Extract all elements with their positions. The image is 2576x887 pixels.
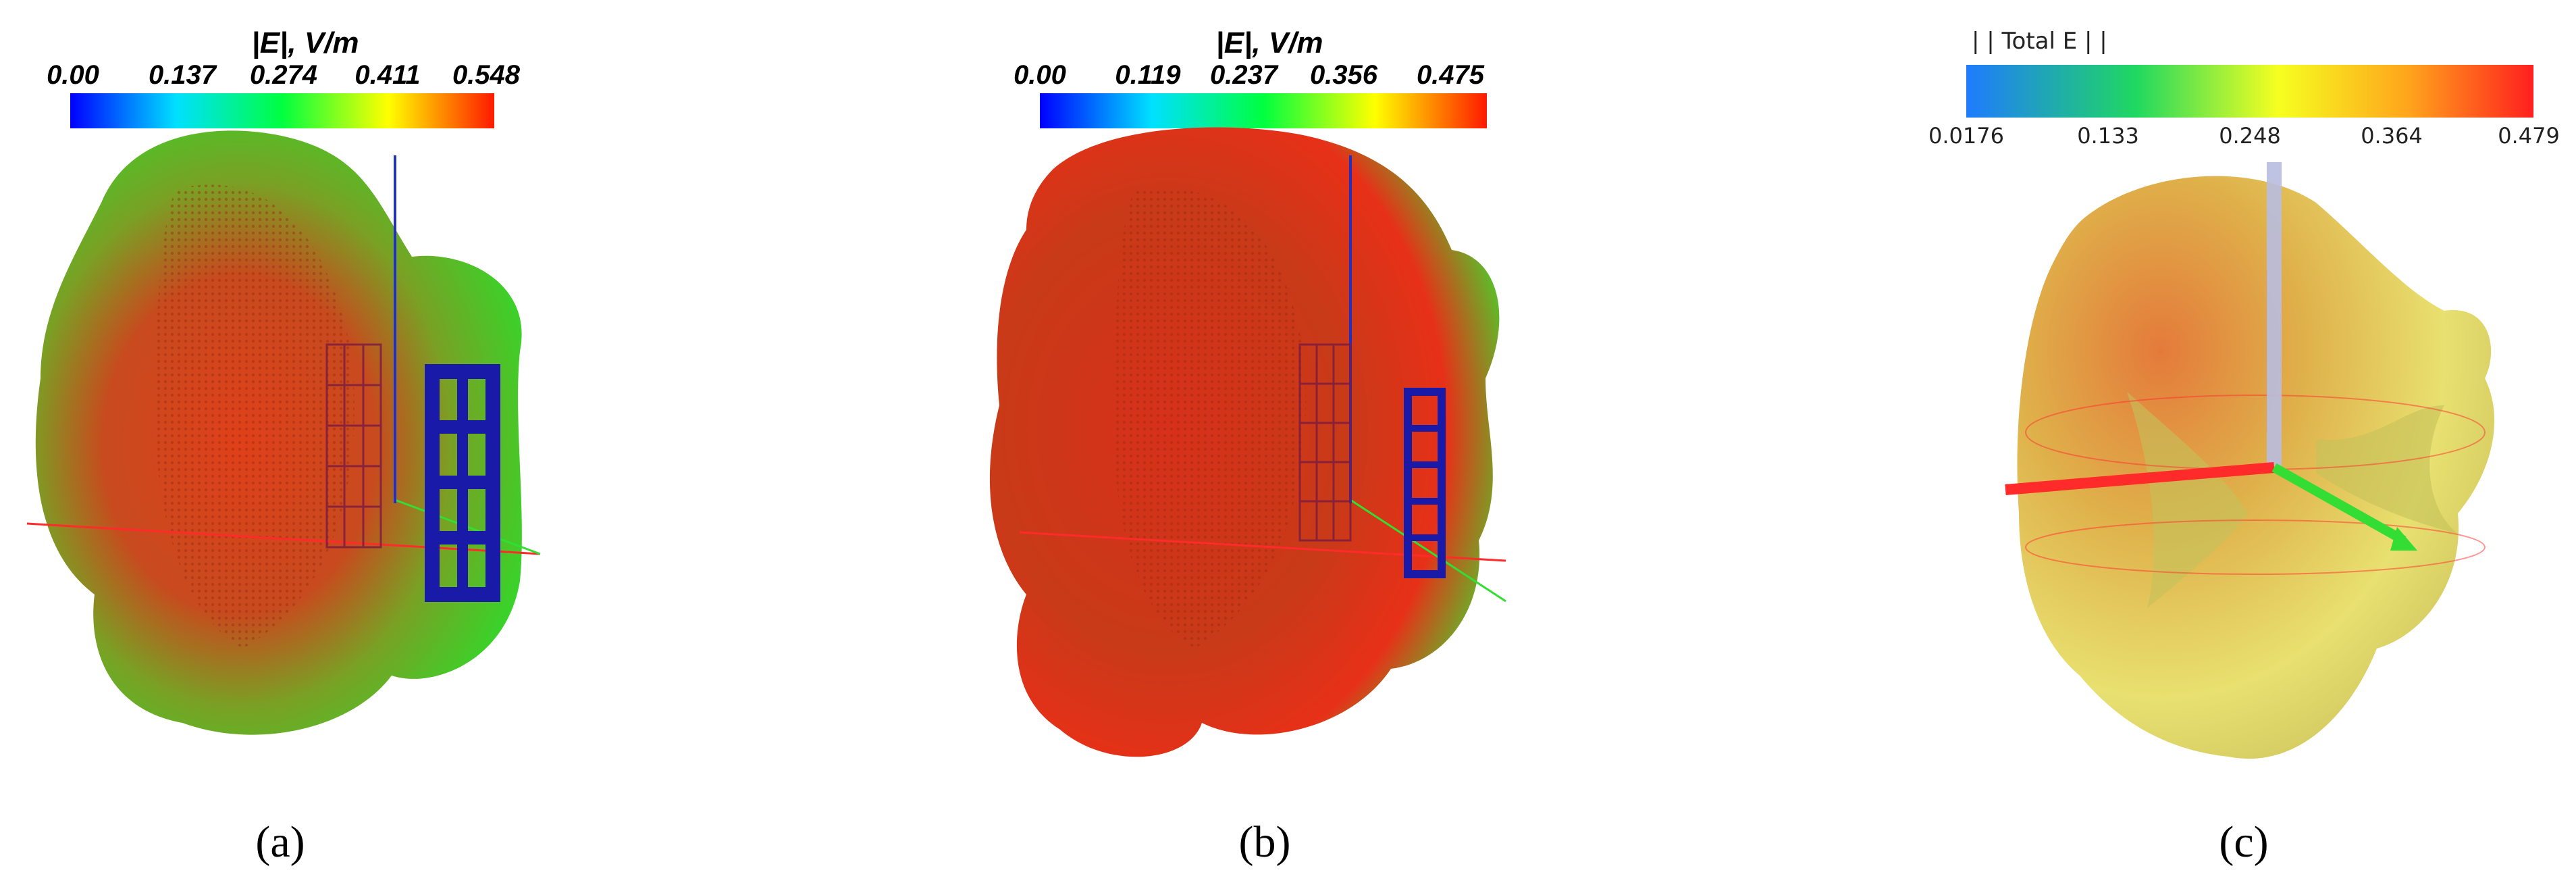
colorbar-tick-label: 0.274 [250,60,317,90]
colorbar-tick-label: 0.475 [1417,60,1485,90]
colorbar-tick-label: 0.479 [2498,123,2560,149]
colorbar-tick-label: 0.356 [1310,60,1378,90]
pattern-null-c [2316,405,2458,534]
panel-label-a: (a) [255,817,305,867]
antenna-array-a [425,364,500,602]
feed-grid-a [325,343,382,549]
antenna-array-b [1404,388,1446,578]
colorbar-ticks-c: 0.0176 0.133 0.248 0.364 0.479 [1928,123,2560,149]
y-axis-arrow-c [2390,527,2417,551]
colorbar-tick-label: 0.119 [1115,60,1181,90]
colorbar-ticks-a: 0.00 0.137 0.274 0.411 0.548 [47,60,521,90]
colorbar-tick-label: 0.248 [2219,123,2281,149]
x-axis-c [2005,462,2275,495]
pattern-null-c [2127,392,2249,608]
colorbar-c [1966,65,2533,118]
colorbar-tick-label: 0.0176 [1928,123,2004,149]
panel-c: | | Total E | | 0.0176 0.133 0.248 0.364… [1928,28,2560,867]
colorbar-ticks-b: 0.00 0.119 0.237 0.356 0.475 [1014,60,1485,90]
y-axis-c [2271,463,2407,545]
mesh-texture-a [154,184,354,649]
x-axis-a [26,522,541,555]
x-axis-b [1019,531,1506,562]
colorbar-tick-label: 0.237 [1210,60,1279,90]
colorbar-tick-label: 0.133 [2077,123,2139,149]
panel-a: |E|, V/m 0.00 0.137 0.274 0.411 0.548 [26,26,541,867]
feed-grid-b [1298,343,1352,542]
panel-label-c: (c) [2219,817,2268,867]
colorbar-a [70,93,494,128]
colorbar-tick-label: 0.548 [452,60,521,90]
panel-b: |E|, V/m 0.00 0.119 0.237 0.356 0.475 (b… [989,26,1506,867]
y-axis-b [1350,499,1506,603]
colorbar-title-c: | | Total E | | [1972,28,2107,55]
colorbar-tick-label: 0.411 [354,60,420,90]
colorbar-b [1040,93,1487,128]
colorbar-title-b: |E|, V/m [1215,26,1323,59]
colorbar-title-a: |E|, V/m [251,26,359,59]
mesh-texture-b [1112,186,1307,649]
colorbar-tick-label: 0.00 [47,60,99,90]
panel-label-b: (b) [1239,817,1291,867]
z-axis-c [2267,162,2282,466]
equator-ring-c [2025,519,2486,575]
colorbar-tick-label: 0.00 [1014,60,1066,90]
colorbar-tick-label: 0.364 [2361,123,2423,149]
colorbar-tick-label: 0.137 [149,60,217,90]
